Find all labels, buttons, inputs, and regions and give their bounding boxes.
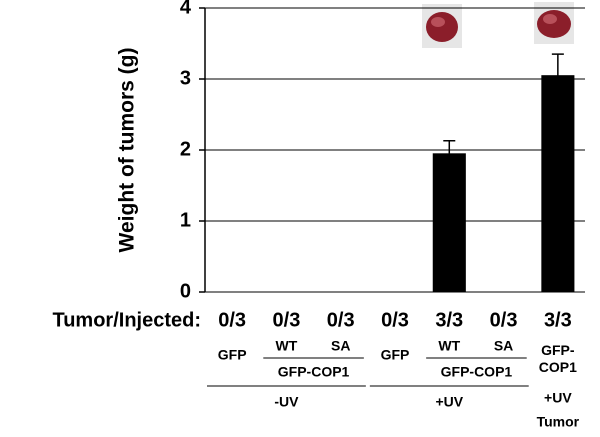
y-tick-label: 0 — [180, 280, 191, 302]
bar — [541, 75, 575, 293]
error-bar — [551, 53, 564, 76]
ratio: 3/3 — [544, 309, 572, 331]
x-tick-label: WT — [438, 338, 460, 354]
subgroup-label: GFP-COP1 — [278, 364, 350, 380]
x-tick-label: GFP-COP1 — [538, 342, 577, 375]
error-bar — [443, 140, 456, 154]
x-tick-label: WT — [276, 338, 298, 354]
ratio: 0/3 — [381, 309, 409, 331]
y-tick-label: 4 — [180, 0, 192, 18]
tumor-image — [534, 2, 574, 44]
group-label: -UV — [274, 394, 299, 410]
group-note: Tumor — [537, 414, 580, 430]
x-tick-label: SA — [494, 338, 513, 354]
group-label: +UV — [435, 394, 463, 410]
ratio: 0/3 — [327, 309, 355, 331]
x-tick-label: GFP — [381, 347, 410, 363]
y-axis-title: Weight of tumors (g) — [116, 48, 139, 253]
y-tick-label: 2 — [180, 138, 191, 160]
y-tick-label: 3 — [180, 67, 191, 89]
group-label: +UV — [544, 390, 572, 406]
ratio-label: Tumor/Injected: — [52, 309, 201, 331]
ratio: 0/3 — [218, 309, 246, 331]
ratio: 3/3 — [435, 309, 463, 331]
tumor-image — [422, 4, 462, 48]
subgroup-label: GFP-COP1 — [441, 364, 513, 380]
bar — [432, 153, 466, 293]
ratio: 0/3 — [273, 309, 301, 331]
ratio: 0/3 — [490, 309, 518, 331]
x-tick-label: SA — [331, 338, 350, 354]
y-tick-label: 1 — [180, 209, 191, 231]
x-tick-label: GFP — [218, 347, 247, 363]
